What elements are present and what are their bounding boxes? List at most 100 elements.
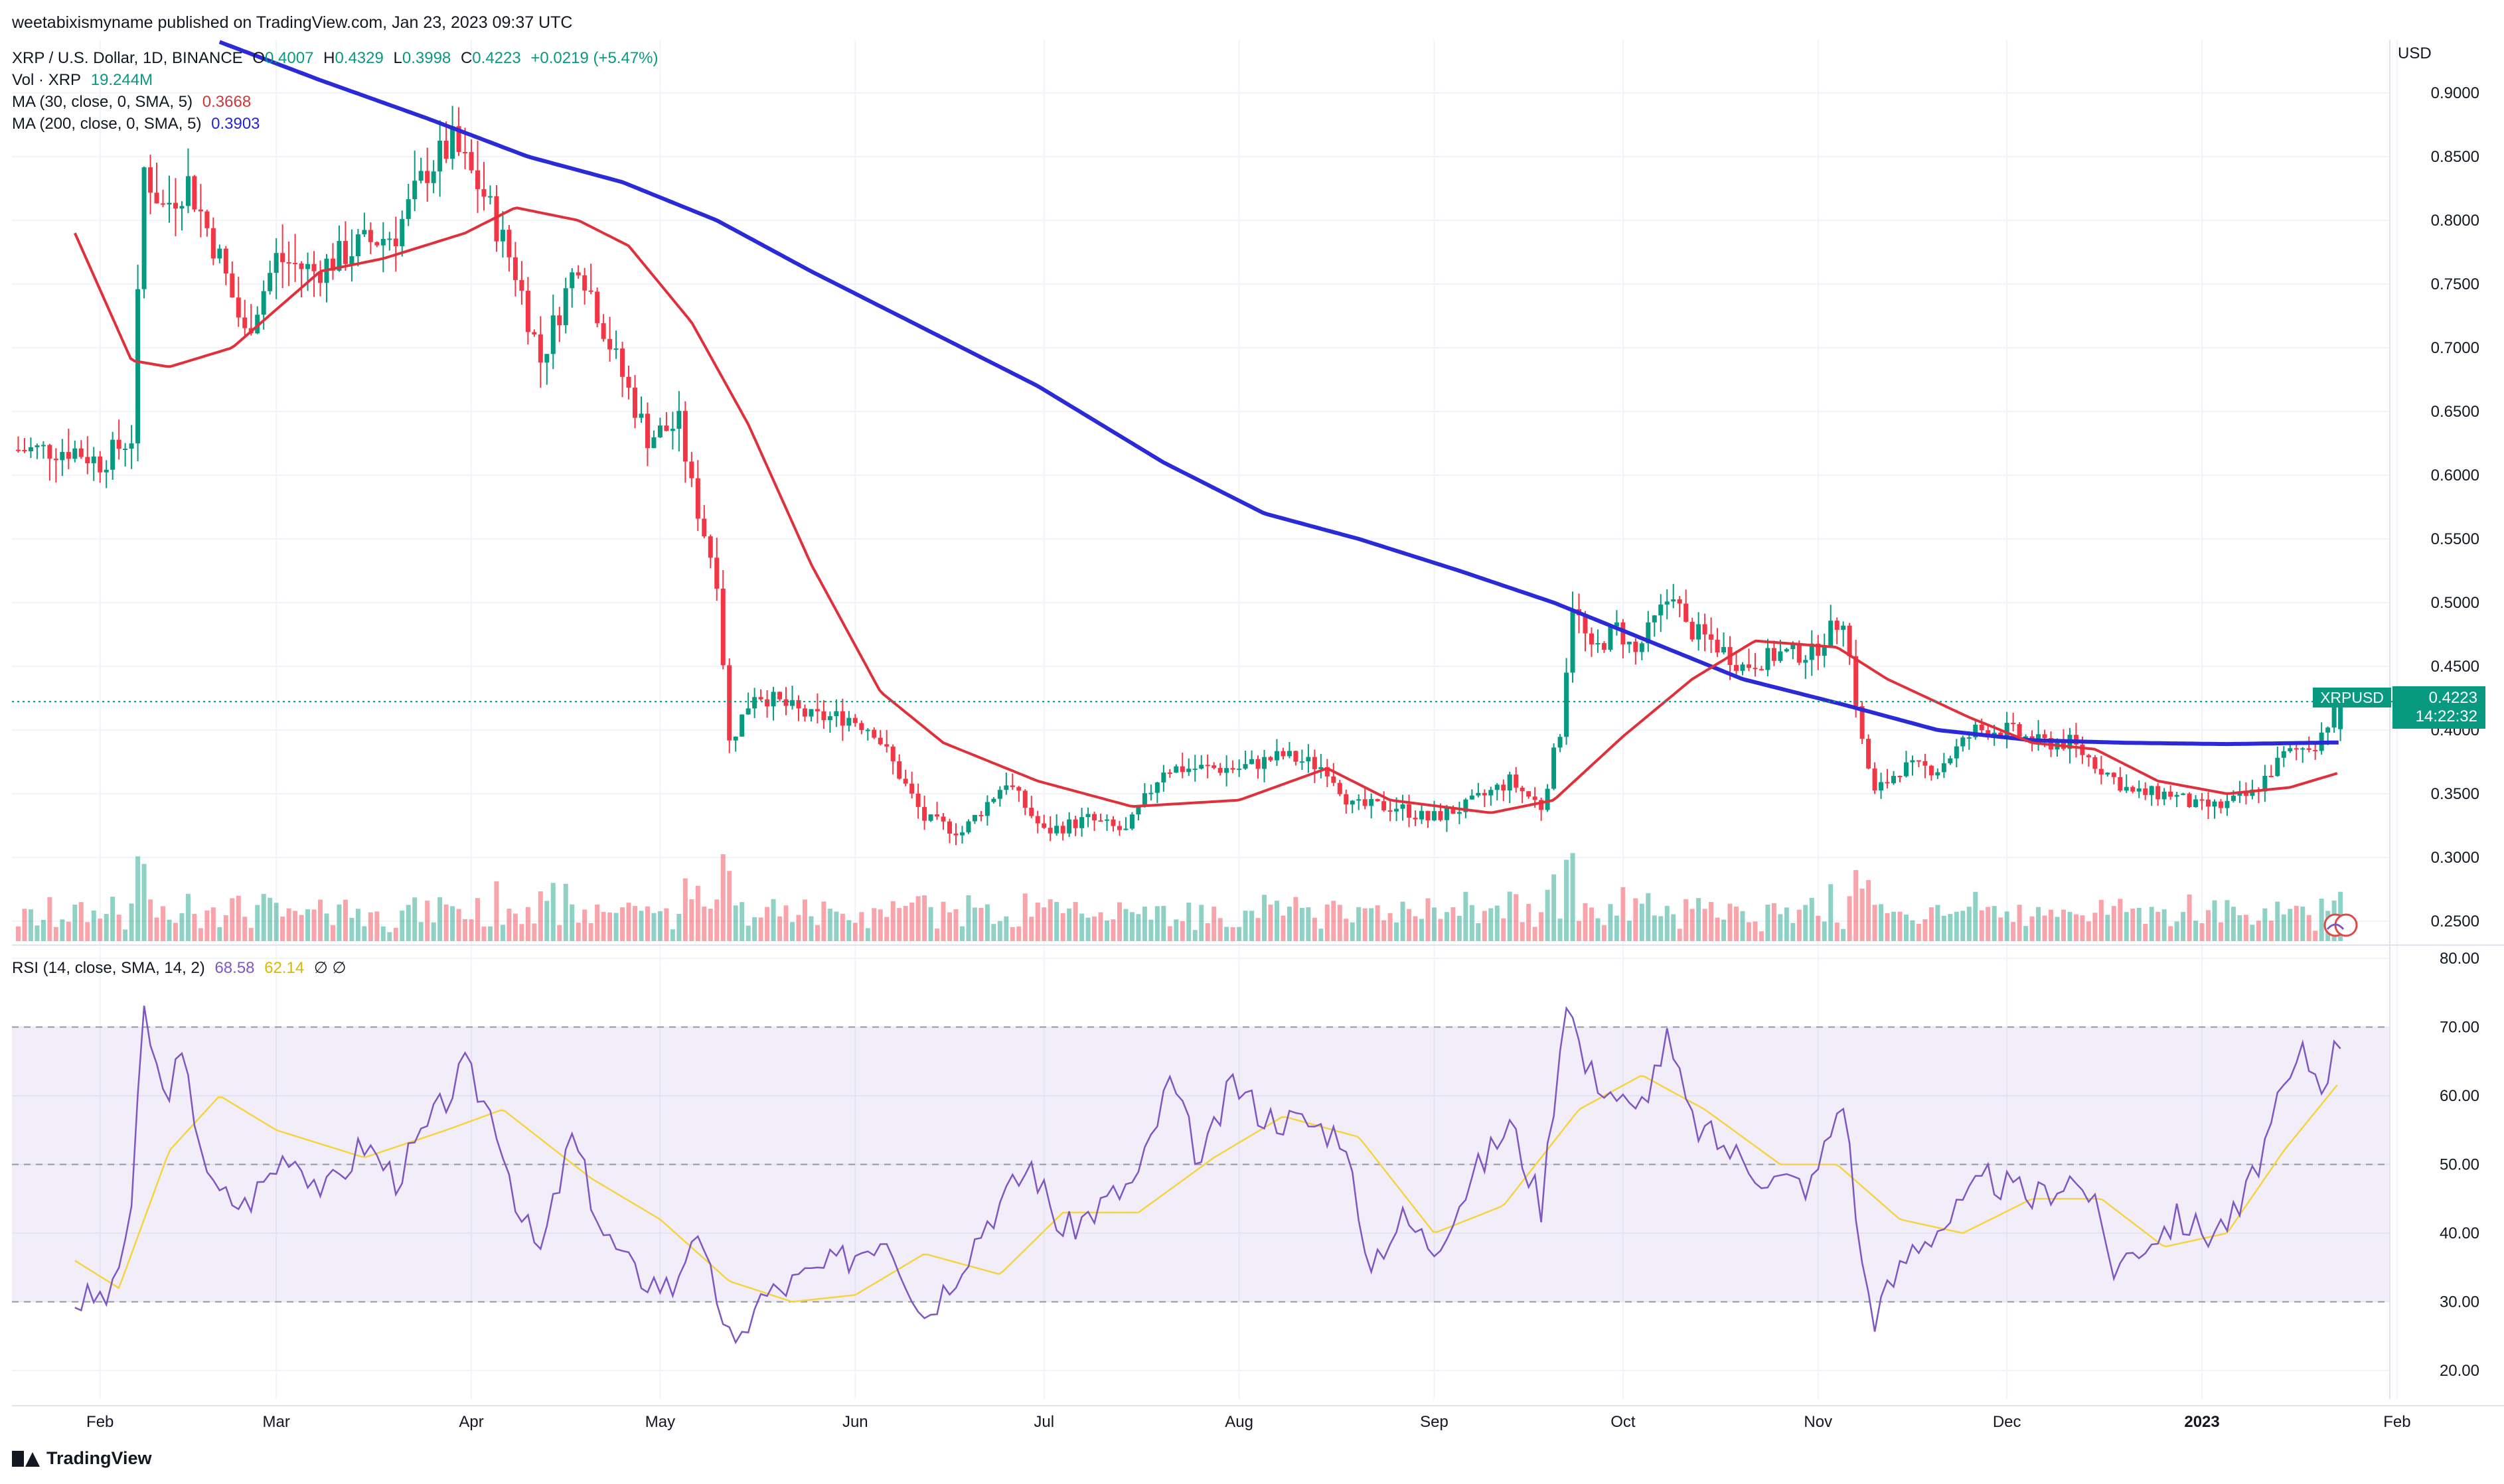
candle-body — [947, 821, 953, 834]
volume-bar — [1620, 887, 1626, 941]
volume-bar — [1879, 904, 1884, 941]
volume-bar — [129, 903, 134, 941]
volume-bar — [135, 856, 141, 941]
volume-bar — [733, 905, 738, 941]
volume-bar — [1136, 914, 1141, 941]
candle-body — [2092, 757, 2098, 769]
candle-body — [185, 176, 191, 206]
candle-body — [72, 448, 78, 459]
price-tick-label: 0.7500 — [2431, 275, 2479, 293]
candle-body — [1633, 641, 1638, 652]
volume-bar — [2300, 907, 2306, 941]
volume-bar — [852, 923, 858, 941]
candle-body — [463, 151, 468, 153]
volume-bar — [1488, 908, 1494, 941]
volume-bar — [1092, 916, 1097, 941]
candle-body — [40, 445, 46, 447]
candle-body — [1463, 799, 1468, 812]
volume-bar — [425, 901, 430, 941]
volume-bar — [1784, 907, 1789, 941]
volume-bar — [1048, 899, 1053, 941]
candle-body — [60, 451, 65, 461]
rsi-legend[interactable]: RSI (14, close, SMA, 14, 2) 68.58 62.14 … — [12, 958, 351, 978]
volume-bar — [607, 912, 613, 941]
time-tick-label: May — [645, 1413, 675, 1431]
volume-bar — [1494, 905, 1500, 941]
candle-body — [1979, 724, 1984, 731]
candle-body — [1142, 793, 1147, 807]
candle-body — [834, 711, 839, 717]
volume-bar — [783, 905, 789, 941]
candle-body — [1029, 808, 1034, 816]
volume-legend[interactable]: Vol · XRP 19.244M — [12, 71, 158, 90]
candle-body — [1759, 669, 1764, 671]
volume-bar — [53, 927, 58, 941]
candle-body — [1060, 826, 1065, 834]
volume-bar — [1514, 894, 1519, 941]
volume-bar — [1369, 908, 1374, 941]
price-tick-label: 0.6000 — [2431, 467, 2479, 484]
symbol-price-label: XRPUSD — [2313, 688, 2391, 707]
candle-body — [2281, 751, 2286, 758]
rsi-ma-value: 62.14 — [264, 959, 305, 977]
volume-bar — [494, 881, 499, 941]
rsi-tick-label: 70.00 — [2440, 1019, 2479, 1037]
volume-bar — [507, 909, 512, 941]
symbol-legend[interactable]: XRP / U.S. Dollar, 1D, BINANCE O0.4007 H… — [12, 49, 664, 68]
candle-body — [1620, 622, 1626, 644]
candle-body — [576, 272, 581, 275]
volume-bar — [953, 909, 959, 941]
change-value: +0.0219 (+5.47%) — [530, 49, 659, 67]
candle-body — [1444, 808, 1449, 820]
volume-bar — [2023, 926, 2029, 941]
candle-body — [123, 449, 128, 451]
volume-bar — [676, 914, 682, 941]
candle-body — [1268, 757, 1273, 761]
candle-body — [915, 793, 921, 807]
volume-bar — [1966, 907, 1972, 941]
volume-bar — [374, 911, 380, 941]
volume-bar — [588, 923, 593, 941]
volume-bar — [393, 927, 398, 941]
volume-bar — [840, 913, 845, 941]
ma200-legend[interactable]: MA (200, close, 0, SMA, 5) 0.3903 — [12, 115, 266, 133]
price-tick-label: 0.4500 — [2431, 658, 2479, 676]
candle-body — [343, 241, 348, 264]
candle-body — [1740, 664, 1745, 671]
candle-body — [28, 447, 33, 451]
volume-bar — [1948, 914, 1953, 941]
volume-bar — [1746, 922, 1751, 941]
candle-body — [676, 411, 682, 429]
candles — [15, 106, 2343, 846]
volume-bar — [1564, 859, 1569, 941]
volume-bar — [1633, 898, 1638, 941]
candle-body — [393, 238, 398, 246]
time-tick-label: Dec — [1993, 1413, 2021, 1431]
candle-body — [494, 196, 499, 242]
rsi-hidden-icon[interactable]: ∅ ∅ — [313, 959, 347, 977]
volume-bar — [463, 919, 468, 941]
volume-bar — [1526, 904, 1531, 941]
volume-bar — [1042, 907, 1047, 941]
ma30-legend[interactable]: MA (30, close, 0, SMA, 5) 0.3668 — [12, 93, 256, 111]
candle-body — [2086, 755, 2091, 758]
candle-body — [1614, 622, 1619, 627]
volume-bar — [1105, 920, 1110, 941]
candle-body — [255, 315, 260, 334]
volume-bar — [1903, 915, 1909, 941]
tradingview-brand[interactable]: TradingView — [12, 1448, 152, 1469]
candle-body — [1312, 757, 1317, 769]
volume-bar — [570, 904, 575, 941]
candle-body — [2230, 795, 2236, 801]
event-flags-icon[interactable] — [2323, 913, 2358, 937]
candle-body — [2243, 792, 2248, 796]
volume-bar — [645, 906, 650, 941]
candle-body — [1180, 766, 1185, 773]
volume-bar — [1954, 911, 1959, 941]
volume-bar — [1652, 915, 1657, 941]
volume-bar — [2275, 901, 2280, 941]
candle-body — [2262, 775, 2268, 792]
candle-body — [928, 814, 933, 821]
candle-body — [1847, 625, 1852, 656]
